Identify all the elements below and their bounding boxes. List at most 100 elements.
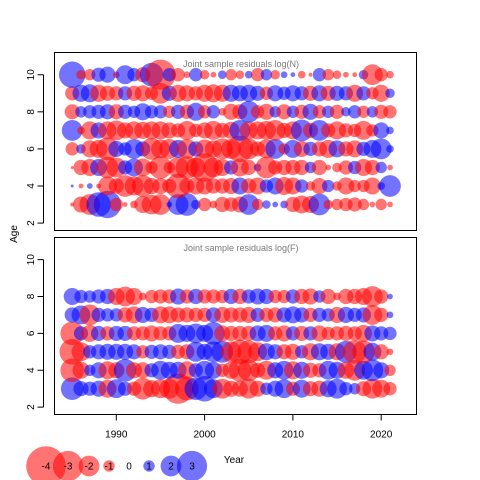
residual-point <box>280 71 288 79</box>
residual-point <box>238 194 260 215</box>
residual-point <box>386 311 394 319</box>
residual-point <box>276 104 292 120</box>
residual-point <box>191 199 201 210</box>
residual-point <box>149 156 172 179</box>
panel-f-points <box>59 286 397 404</box>
legend-bubble <box>176 450 208 480</box>
legend-label: -1 <box>105 462 114 473</box>
residual-point <box>348 105 362 119</box>
y-tick-label: 2 <box>26 404 37 410</box>
residual-point <box>138 292 147 301</box>
panel-n-y-axis: 2 4 6 8 10 <box>26 69 44 226</box>
residual-point <box>61 119 83 141</box>
residual-point <box>383 382 397 396</box>
residual-point <box>241 159 257 176</box>
residual-point <box>251 198 264 211</box>
residual-point <box>347 197 362 212</box>
panel-f-title: Joint sample residuals log(F) <box>183 243 298 253</box>
residual-point <box>235 70 245 79</box>
residual-point <box>117 104 133 119</box>
residual-point <box>244 70 253 79</box>
residual-point <box>370 138 392 160</box>
residual-point <box>258 103 275 120</box>
residual-point <box>109 197 123 212</box>
legend-label: -4 <box>42 462 51 473</box>
residual-point <box>199 69 210 80</box>
residual-point <box>133 158 152 177</box>
residual-point <box>369 201 376 208</box>
residual-point <box>206 105 221 119</box>
size-legend: -4 -3 -2 -1 0 1 2 3 <box>26 446 208 480</box>
x-axis: 1990 2000 2010 2020 <box>105 414 393 441</box>
residual-point <box>270 69 280 80</box>
legend-label: -3 <box>64 462 73 473</box>
residual-point <box>386 126 394 135</box>
residual-point <box>311 159 327 176</box>
residual-point <box>379 175 401 197</box>
y-tick-label: 4 <box>26 367 37 373</box>
panel-n-title: Joint sample residuals log(N) <box>183 59 299 69</box>
residual-point <box>297 70 306 79</box>
residual-point <box>384 364 396 376</box>
residual-point <box>343 71 349 78</box>
panel-n-frame <box>54 52 417 231</box>
residual-point <box>308 193 331 216</box>
residual-point <box>294 159 310 176</box>
residual-point <box>72 361 90 379</box>
residual-point <box>99 66 116 83</box>
residual-point <box>387 201 393 208</box>
residual-point <box>295 179 309 193</box>
residual-point <box>218 70 227 79</box>
residual-point <box>74 289 88 304</box>
legend-label: 0 <box>126 462 132 473</box>
y-tick-label: 10 <box>26 69 37 81</box>
x-tick-label: 2020 <box>370 430 393 441</box>
residual-point <box>249 380 266 397</box>
residual-point <box>322 179 335 193</box>
residual-point <box>339 382 353 396</box>
residual-point <box>70 184 74 188</box>
residual-point <box>197 197 212 212</box>
residual-point <box>387 293 393 300</box>
residual-point <box>272 201 279 208</box>
legend-label: 1 <box>146 462 152 473</box>
residual-point <box>312 105 327 119</box>
residual-point <box>153 105 168 119</box>
residual-point <box>311 177 328 195</box>
y-tick-label: 2 <box>26 220 37 226</box>
panel-n-points <box>58 59 401 219</box>
y-tick-label: 8 <box>26 109 37 115</box>
y-tick-label: 6 <box>26 146 37 152</box>
residual-point <box>375 161 387 174</box>
legend-label: 2 <box>168 462 174 473</box>
x-tick-label: 1990 <box>105 430 128 441</box>
residual-point <box>332 70 342 79</box>
residual-point <box>189 68 203 82</box>
residual-point <box>122 202 128 207</box>
y-axis-label: Age <box>9 225 20 243</box>
residual-point <box>363 177 381 195</box>
x-axis-label: Year <box>224 455 245 466</box>
residual-point <box>387 164 393 171</box>
residual-point <box>329 104 345 119</box>
residual-point <box>373 122 390 139</box>
residual-point <box>356 86 371 101</box>
residual-point <box>348 179 361 193</box>
legend-label: 3 <box>189 462 195 473</box>
x-tick-label: 2010 <box>282 430 305 441</box>
residual-point <box>225 69 237 81</box>
residual-point <box>145 59 176 90</box>
residual-point <box>312 68 327 82</box>
y-tick-label: 8 <box>26 293 37 299</box>
residual-point <box>372 84 390 102</box>
residual-point <box>337 177 355 195</box>
residual-point <box>65 142 79 156</box>
residual-point <box>374 68 388 82</box>
residual-point <box>125 287 143 306</box>
residual-point <box>308 72 313 77</box>
residual-point <box>352 72 358 78</box>
y-tick-label: 6 <box>26 330 37 336</box>
panel-f-y-axis: 2 4 6 8 10 <box>26 254 44 410</box>
